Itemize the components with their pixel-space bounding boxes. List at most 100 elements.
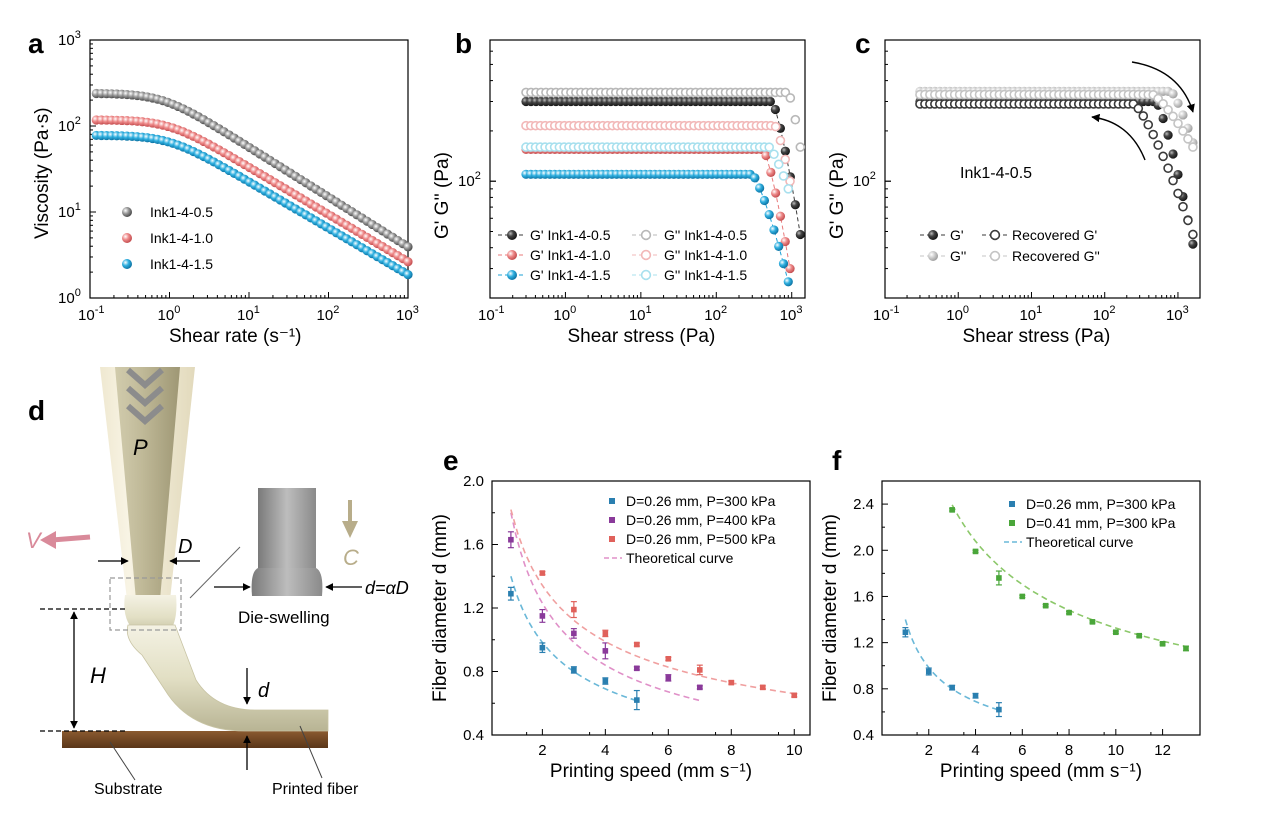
substrate-plate [62, 731, 328, 748]
chart-c-point-3-54 [1183, 134, 1193, 144]
chart-b-point-1-53 [785, 93, 796, 103]
chart-b-point-4-52 [769, 225, 779, 235]
chart-a-legend-marker-2 [122, 259, 132, 269]
chart-e-ytick-label-1: 0.8 [463, 664, 484, 681]
chart-b-point-1-55 [795, 142, 806, 152]
printed-fiber-shape [126, 624, 329, 732]
chart-f-point-1-7 [1113, 629, 1119, 636]
chart-b-point-2-50 [761, 150, 771, 161]
chart-e-ytick-label-3: 1.6 [463, 537, 484, 554]
chart-f-xlabel: Printing speed (mm s⁻¹) [940, 761, 1142, 782]
chart-a-ytick-label-0: 100 [58, 287, 81, 307]
chart-c-ytick-label-0: 102 [853, 170, 876, 190]
panel-letter-c: c [855, 28, 871, 59]
chart-b-point-1-54 [790, 114, 801, 125]
zoom-box [109, 577, 182, 631]
chart-b-point-4-55 [783, 277, 793, 287]
chart-a-xtick-label-1: 100 [158, 304, 181, 324]
chart-e-point-2-1 [571, 606, 577, 613]
chart-e-point-0-2 [571, 667, 577, 673]
chart-a-legend-marker-1 [122, 233, 132, 243]
chart-f-point-0-3 [972, 692, 979, 699]
chart-a-ytick-label-1: 101 [58, 201, 81, 221]
chart-f-legend-label-0: D=0.26 mm, P=300 kPa [1026, 496, 1176, 512]
chart-f-ylabel: Fiber diameter d (mm) [820, 514, 841, 702]
chart-b-legend-marker-2 [507, 250, 517, 260]
chart-e-point-2-2 [602, 630, 609, 637]
chart-f-legend-marker-0 [1009, 501, 1015, 507]
chart-c-plot-frame [884, 39, 1201, 299]
chart-c-point-2-48 [1153, 140, 1163, 150]
nozzle-ink [115, 367, 180, 600]
chart-f-legend-label-1: D=0.41 mm, P=300 kPa [1026, 515, 1176, 531]
zoom-connector [189, 546, 241, 599]
chart-a-legend-label-1: Ink1-4-1.0 [150, 230, 213, 246]
chart-b-point-0-52 [780, 146, 790, 156]
chart-f-point-1-1 [972, 548, 979, 555]
label-velocity: V [26, 528, 43, 553]
chart-c-xtick-label-4: 103 [1166, 304, 1189, 324]
chart-e-point-1-6 [697, 684, 703, 691]
chart-e-point-1-4 [634, 665, 640, 672]
chart-e-point-2-6 [728, 679, 735, 686]
chart-e-point-0-3 [602, 678, 609, 684]
chart-a-legend-label-0: Ink1-4-0.5 [150, 204, 213, 220]
chart-b-point-4-49 [755, 183, 765, 193]
label-die-swelling: Die-swelling [238, 608, 330, 627]
chart-c-point-3-51 [1168, 111, 1178, 122]
panel-letter-d: d [28, 395, 45, 426]
chart-c-point-2-44 [1133, 103, 1144, 114]
substrate-leader [109, 741, 136, 781]
chart-e-legend-label-2: D=0.26 mm, P=500 kPa [626, 531, 776, 547]
chart-b-ylabel: G' G'' (Pa) [432, 152, 453, 239]
inset-nozzle-image [258, 488, 316, 568]
chart-c-xtick-label-3: 102 [1093, 304, 1116, 324]
chart-b-xtick-label-3: 102 [704, 304, 727, 324]
chart-f-point-1-0 [949, 507, 955, 513]
label-printed-fiber: Printed fiber [272, 781, 359, 798]
chart-c-point-2-51 [1168, 175, 1178, 186]
chart-e-legend-label-1: D=0.26 mm, P=400 kPa [626, 512, 776, 528]
chart-c-legend-marker-3 [989, 250, 1001, 262]
chart-e-point-0-0 [508, 590, 514, 597]
chart-e-point-0-4 [634, 697, 640, 703]
chart-b-point-0-49 [765, 96, 775, 107]
chart-b-point-2-51 [766, 167, 776, 177]
chart-c-legend-marker-2 [989, 229, 1001, 241]
chart-b-point-4-51 [764, 209, 774, 220]
chart-c-legend-label-0: G' [950, 227, 964, 243]
chart-c-point-1-53 [1178, 110, 1188, 120]
chart-b-point-0-55 [795, 229, 805, 240]
chart-e-point-2-3 [634, 641, 640, 648]
chart-b-legend-label-5: G'' Ink1-4-1.5 [664, 267, 747, 283]
label-pressure: P [133, 435, 148, 460]
chart-c-point-2-47 [1148, 129, 1158, 140]
label-height: H [90, 663, 106, 688]
chart-e-point-1-5 [665, 675, 672, 681]
chart-c-point-1-51 [1168, 89, 1178, 99]
chart-b-point-0-54 [790, 200, 800, 210]
chart-c-point-2-54 [1183, 215, 1193, 226]
chart-c-point-2-53 [1178, 201, 1188, 212]
chart-f-point-0-0 [902, 629, 909, 636]
chart-f-xtick-label-4: 10 [1107, 742, 1124, 759]
chart-f-point-1-4 [1042, 602, 1049, 609]
chart-e-point-1-0 [508, 536, 514, 543]
chart-f-xtick-label-2: 6 [1018, 742, 1026, 759]
chart-f-point-0-2 [949, 684, 955, 691]
chart-a-ytick-label-2: 102 [58, 115, 81, 135]
chart-a-legend-label-2: Ink1-4-1.5 [150, 256, 213, 272]
chart-a-point-0-61 [403, 242, 413, 252]
chart-a-xlabel: Shear rate (s⁻¹) [169, 326, 302, 347]
chart-e-point-1-3 [602, 648, 609, 654]
chart-e-point-2-7 [759, 684, 766, 691]
chart-b-legend-marker-1 [640, 229, 652, 241]
chart-e-xtick-label-2: 6 [664, 742, 672, 759]
chart-b-point-3-54 [780, 154, 791, 165]
chart-f-point-1-2 [996, 575, 1002, 581]
chart-b-point-5-54 [778, 171, 789, 181]
chart-f-point-1-8 [1136, 632, 1143, 639]
chart-c-point-2-52 [1173, 188, 1183, 199]
